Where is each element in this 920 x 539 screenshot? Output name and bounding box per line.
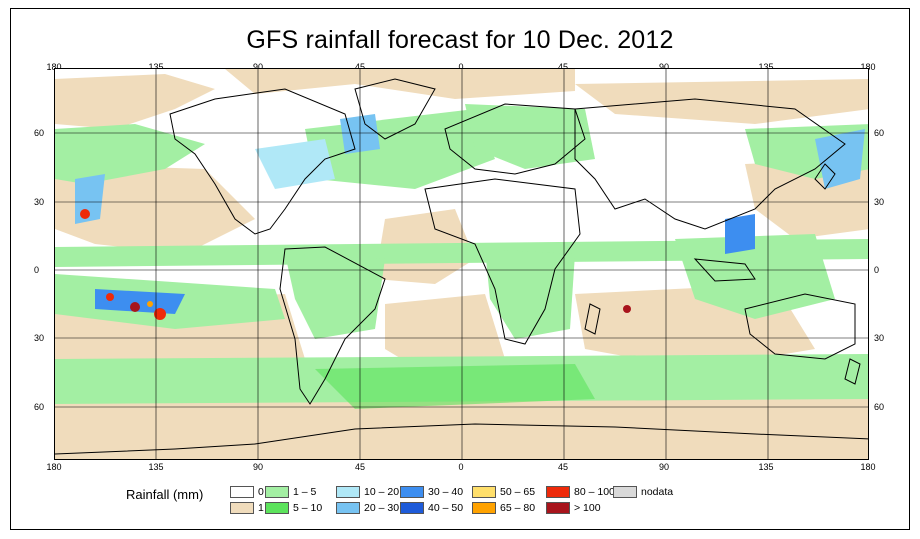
rain-green-north-pacific	[55, 124, 205, 184]
legend-label: nodata	[641, 486, 674, 498]
legend-swatch	[336, 502, 360, 514]
legend-label: 20 – 30	[364, 502, 400, 514]
legend-label: 10 – 20	[364, 486, 400, 498]
rain-blue-north-atlantic	[255, 139, 335, 189]
rain-1mm-arctic	[225, 69, 575, 99]
rain-red-spcz-2	[130, 302, 140, 312]
legend-swatch	[472, 502, 496, 514]
coast-nz	[844, 358, 861, 385]
legend-label: 80 – 100	[574, 486, 615, 498]
coast-australia	[744, 293, 856, 360]
lon-label-top: 0	[458, 62, 464, 72]
lon-label-bottom: 180	[860, 462, 876, 472]
lon-label-bottom: 135	[148, 462, 164, 472]
rain-red-spcz-1	[106, 293, 114, 301]
lat-label-right: 30	[874, 197, 885, 207]
rain-blue-spcz	[95, 289, 185, 314]
lat-label-left: 60	[34, 128, 45, 138]
lon-label-top: 45	[354, 62, 366, 72]
lon-label-bottom: 135	[758, 462, 774, 472]
lat-label-right: 60	[874, 128, 885, 138]
lon-label-top: 180	[860, 62, 876, 72]
lon-label-top: 45	[557, 62, 569, 72]
page-title: GFS rainfall forecast for 10 Dec. 2012	[246, 26, 674, 54]
coast-europe	[444, 103, 586, 175]
legend-label: > 100	[574, 502, 601, 514]
legend-swatch	[230, 502, 254, 514]
legend-label: 1 – 5	[293, 486, 317, 498]
legend-label: 65 – 80	[500, 502, 536, 514]
rainfall-map	[54, 68, 869, 460]
rain-red-pacific-1	[80, 209, 90, 219]
lat-label-left: 30	[34, 197, 45, 207]
legend-swatch	[472, 486, 496, 498]
legend-swatch	[230, 486, 254, 498]
rain-green-southern2	[315, 364, 595, 409]
legend-label: 30 – 40	[428, 486, 464, 498]
lon-label-bottom: 45	[557, 462, 569, 472]
rain-green-indonesia	[675, 234, 835, 319]
rain-orange-spcz	[147, 301, 153, 307]
rain-1mm-pacific-sub	[55, 164, 255, 254]
graticule	[55, 69, 868, 459]
coast-japan	[814, 163, 836, 190]
legend: Rainfall (mm) 0 1 1 – 5 5 – 10 10 – 20 20 – 3…	[0, 484, 920, 514]
legend-label: 1	[258, 502, 264, 514]
lon-label-bottom: 180	[46, 462, 62, 472]
rain-blue-kuroshio	[815, 129, 865, 189]
rain-green-africa	[485, 249, 575, 339]
coast-greenland	[354, 78, 436, 140]
lon-label-bottom: 0	[458, 462, 464, 472]
lat-label-left: 30	[34, 333, 45, 343]
legend-swatch	[400, 486, 424, 498]
rain-red-indian	[623, 305, 631, 313]
lat-label-left: 60	[34, 402, 45, 412]
map-svg	[55, 69, 868, 459]
legend-swatch	[546, 502, 570, 514]
coastlines	[55, 78, 868, 455]
coast-north-america	[169, 88, 356, 235]
legend-swatch	[546, 486, 570, 498]
lon-label-top: 135	[758, 62, 774, 72]
lon-label-bottom: 90	[658, 462, 670, 472]
legend-swatch	[400, 502, 424, 514]
lat-label-right: 60	[874, 402, 885, 412]
lat-label-right: 30	[874, 333, 885, 343]
lat-label-right: 0	[874, 265, 880, 275]
legend-title: Rainfall (mm)	[126, 487, 204, 502]
coast-africa	[424, 178, 581, 345]
rain-1mm-north-pacific	[55, 74, 215, 129]
legend-swatch	[265, 486, 289, 498]
legend-label: 40 – 50	[428, 502, 464, 514]
legend-swatch	[336, 486, 360, 498]
coast-asia	[574, 98, 846, 230]
figure-frame	[10, 8, 910, 530]
coast-south-america	[279, 246, 386, 405]
lon-label-top: 90	[252, 62, 264, 72]
legend-label: 5 – 10	[293, 502, 323, 514]
legend-label: 50 – 65	[500, 486, 536, 498]
legend-swatch	[613, 486, 637, 498]
coast-antarctica	[55, 423, 868, 455]
legend-swatch	[265, 502, 289, 514]
lat-label-left: 0	[34, 265, 40, 275]
rain-red-spcz-3	[154, 308, 166, 320]
lon-label-top: 180	[46, 62, 62, 72]
rain-green-south-america	[285, 254, 385, 339]
rain-green-europe	[465, 104, 595, 169]
coast-indonesia	[693, 258, 756, 282]
legend-label: 0	[258, 486, 264, 498]
lon-label-bottom: 90	[252, 462, 264, 472]
lon-label-top: 135	[148, 62, 164, 72]
lon-label-top: 90	[658, 62, 670, 72]
coast-madagascar	[584, 303, 601, 335]
rain-blue-philippines	[725, 214, 755, 254]
lon-label-bottom: 45	[354, 462, 366, 472]
